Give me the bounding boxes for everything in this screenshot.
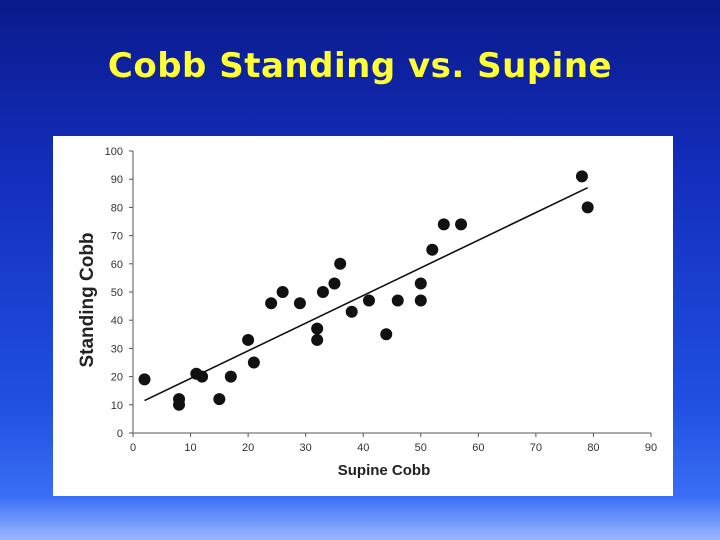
y-tick-label: 0 [117, 428, 123, 440]
data-point [345, 305, 358, 318]
data-point [380, 328, 393, 341]
x-tick-label: 30 [300, 442, 312, 454]
y-tick-label: 100 [105, 146, 123, 158]
data-point [362, 294, 375, 307]
x-axis-title: Supine Cobb [338, 462, 431, 479]
x-tick-label: 70 [530, 442, 542, 454]
data-point [293, 297, 306, 310]
data-point [138, 373, 151, 386]
y-tick-label: 30 [111, 343, 123, 355]
x-tick-label: 90 [645, 442, 657, 454]
data-point [311, 333, 324, 346]
data-point [265, 297, 278, 310]
y-axis-title: Standing Cobb [77, 232, 98, 367]
y-tick-label: 50 [111, 287, 123, 299]
scatter-chart: 0 10 20 30 40 50 60 70 80 90 100 0 10 20 30 40 50 60 70 80… [77, 146, 657, 479]
x-tick-label: 50 [415, 442, 427, 454]
y-tick-label: 90 [111, 174, 123, 186]
y-axis: 0 10 20 30 40 50 60 70 80 90 100 [105, 146, 134, 440]
data-point [391, 294, 404, 307]
data-point [414, 294, 427, 307]
y-tick-label: 60 [111, 259, 123, 271]
data-point [455, 218, 468, 231]
y-tick-label: 40 [111, 315, 123, 327]
data-point [311, 322, 324, 335]
data-point [242, 333, 255, 346]
x-tick-label: 80 [587, 442, 599, 454]
data-point [334, 257, 347, 270]
x-tick-label: 0 [130, 442, 136, 454]
data-points [138, 170, 594, 411]
x-tick-label: 20 [242, 442, 254, 454]
y-tick-label: 80 [111, 202, 123, 214]
slide-title: Cobb Standing vs. Supine [107, 46, 613, 86]
x-tick-label: 10 [184, 442, 196, 454]
data-point [316, 286, 329, 298]
data-point [328, 277, 341, 290]
x-tick-label: 40 [357, 442, 369, 454]
x-axis: 0 10 20 30 40 50 60 70 80 90 [130, 432, 657, 454]
data-point [414, 277, 427, 290]
y-tick-label: 10 [111, 400, 123, 412]
data-point [581, 201, 594, 214]
trendline-group [144, 186, 589, 402]
data-point [575, 170, 588, 183]
y-tick-label: 20 [111, 372, 123, 384]
data-point [247, 356, 260, 369]
y-tick-label: 70 [111, 231, 123, 243]
data-point [426, 243, 439, 256]
data-point [213, 393, 226, 406]
data-point [276, 286, 289, 298]
data-point [173, 398, 186, 411]
chart-panel: 0 10 20 30 40 50 60 70 80 90 100 0 10 20 30 40 50 60 70 80… [53, 136, 673, 496]
x-tick-label: 60 [472, 442, 484, 454]
data-point [437, 218, 450, 231]
data-point [224, 370, 237, 383]
trendline [144, 186, 589, 402]
